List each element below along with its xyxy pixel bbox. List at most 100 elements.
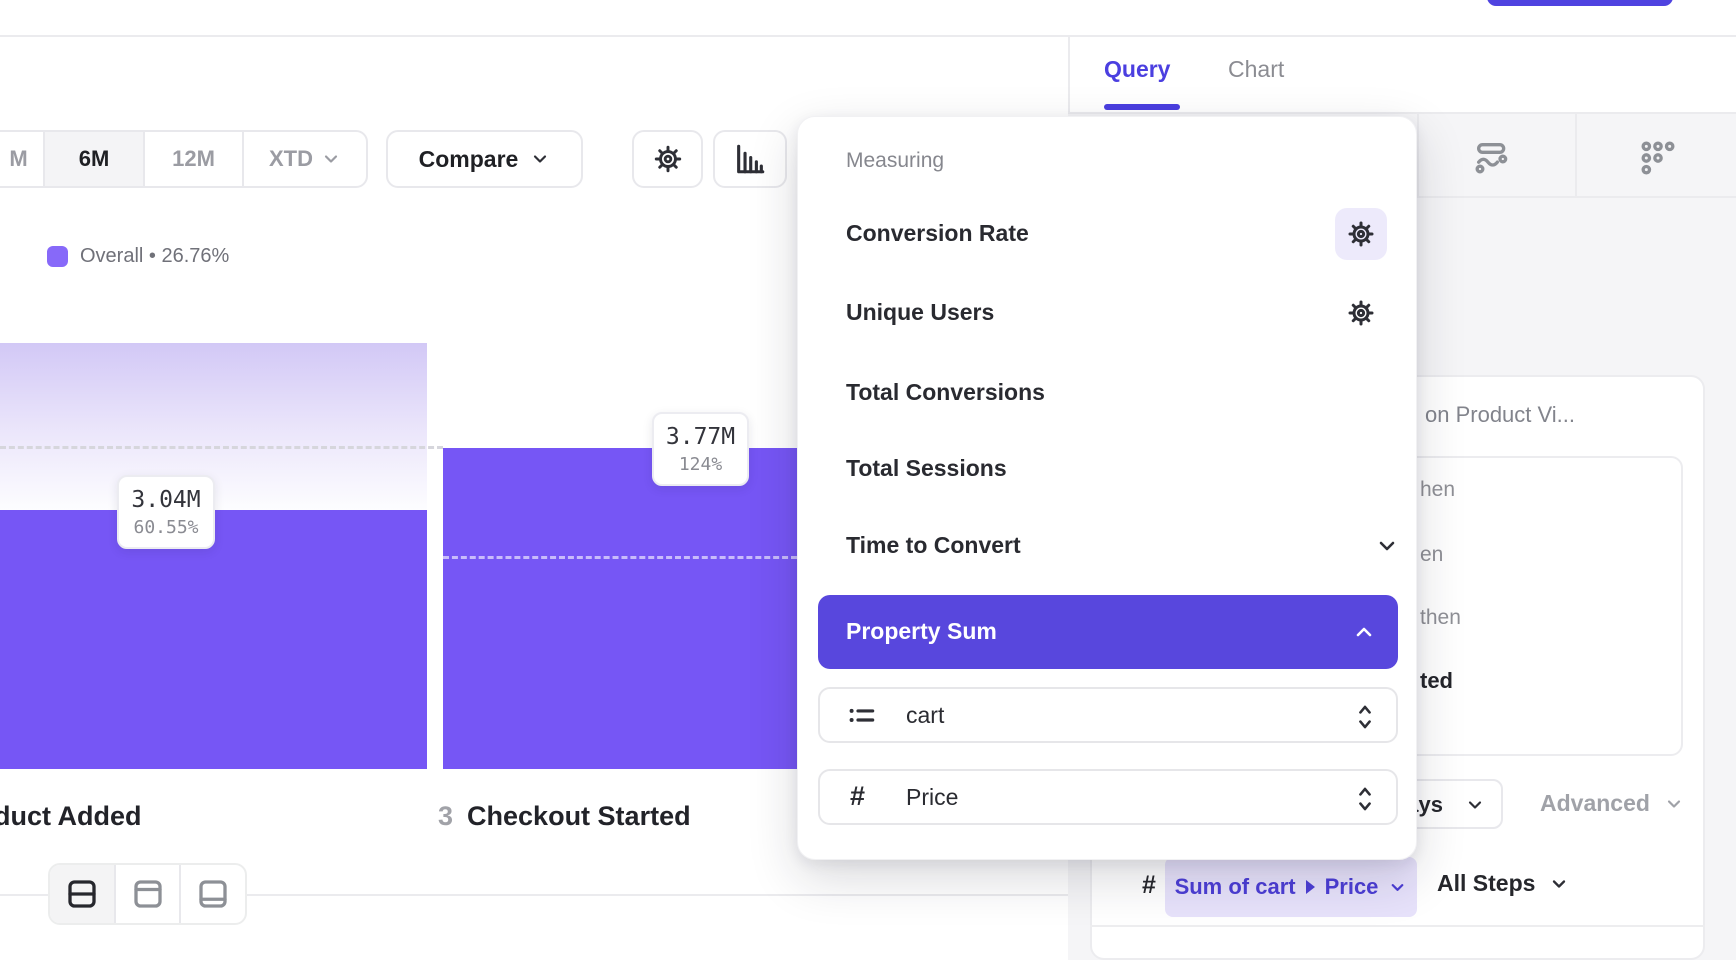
- menu-item-unique-users[interactable]: Unique Users: [846, 299, 995, 325]
- split-bottom-icon: [199, 880, 227, 908]
- right-region-left-border: [1068, 37, 1070, 112]
- chevron-down-icon: [1392, 883, 1404, 891]
- bar-value-tooltip-2: 3.77M 124%: [652, 412, 749, 486]
- unique-users-settings-button[interactable]: [1335, 287, 1387, 339]
- tab-chart[interactable]: Chart: [1228, 56, 1284, 83]
- all-steps-label: All Steps: [1437, 870, 1536, 896]
- split-row-icon: [68, 880, 96, 908]
- tab-query-label: Query: [1104, 56, 1171, 82]
- tab-query-underline: [1104, 104, 1180, 110]
- reference-dashed-line: [0, 446, 443, 449]
- layout-split-middle-button[interactable]: [50, 865, 114, 923]
- bar-2-value: 3.77M: [665, 424, 736, 450]
- bar-chart-icon: [737, 144, 765, 174]
- time-range-xtd[interactable]: XTD: [242, 132, 366, 186]
- compare-label: Compare: [418, 145, 519, 172]
- time-range-xtd-label: XTD: [269, 146, 313, 171]
- chevron-down-icon: [1667, 799, 1681, 808]
- sum-of-property-chip[interactable]: Sum of cart Price: [1165, 857, 1417, 917]
- menu-item-total-conversions[interactable]: Total Conversions: [846, 379, 1045, 405]
- step-row-partial-4: ted: [1420, 668, 1453, 693]
- query-builder-header: on Product Vi...: [1425, 402, 1576, 427]
- time-range-group: M 6M 12M XTD: [0, 130, 368, 188]
- legend: Overall • 26.76%: [47, 245, 229, 268]
- property-sum-label: Property Sum: [846, 618, 997, 644]
- compare-button[interactable]: Compare: [386, 130, 583, 188]
- legend-swatch: [47, 246, 68, 267]
- layout-split-bottom-button[interactable]: [179, 865, 245, 923]
- more-apps-button[interactable]: [1636, 136, 1680, 180]
- top-header: [0, 0, 1736, 37]
- tabbar-bottom-border: [1068, 112, 1736, 114]
- funnel-bar-checkout-started[interactable]: [443, 448, 797, 769]
- all-steps-button[interactable]: All Steps: [1437, 870, 1569, 897]
- menu-item-total-sessions[interactable]: Total Sessions: [846, 455, 1007, 481]
- flows-icon: [1475, 143, 1508, 174]
- tab-query[interactable]: Query: [1104, 56, 1170, 83]
- advanced-label: Advanced: [1540, 790, 1650, 816]
- step-row-partial-2: en: [1420, 543, 1444, 566]
- time-range-6m[interactable]: 6M: [43, 132, 143, 186]
- caret-right-icon: [1305, 880, 1315, 894]
- bottom-divider: [0, 894, 1068, 896]
- dots-grid-icon: [1641, 141, 1675, 175]
- property-select-field[interactable]: cart: [818, 687, 1398, 743]
- select-arrows-icon: [1359, 787, 1371, 811]
- icon-strip-divider-1: [1417, 114, 1419, 196]
- list-icon: [849, 708, 875, 722]
- tab-chart-label: Chart: [1228, 56, 1285, 82]
- step-label-product-added: duct Added: [0, 801, 142, 831]
- bar-2-pct: 124%: [678, 454, 723, 475]
- menu-item-conversion-rate[interactable]: Conversion Rate: [846, 220, 1029, 246]
- layout-split-top-button[interactable]: [113, 865, 180, 923]
- menu-item-time-to-convert[interactable]: Time to Convert: [846, 532, 1021, 558]
- conversion-rate-settings-button[interactable]: [1335, 208, 1387, 260]
- measuring-dropdown: Measuring Conversion Rate Unique Users T…: [797, 116, 1417, 860]
- split-top-icon: [133, 880, 162, 908]
- card-bottom-divider: [1090, 925, 1705, 927]
- chart-settings-button[interactable]: [632, 130, 703, 188]
- property-select-value: cart: [906, 702, 945, 728]
- sum-chip-label: Sum of cart: [1174, 874, 1296, 899]
- step-name: Checkout Started: [467, 801, 691, 831]
- measuring-title: Measuring: [846, 149, 945, 172]
- time-range-12m[interactable]: 12M: [143, 132, 242, 186]
- bar-1-pct: 60.55%: [133, 517, 199, 538]
- advanced-button[interactable]: Advanced: [1540, 790, 1684, 817]
- step-row-partial-1: hen: [1420, 478, 1456, 501]
- bar-value-tooltip-1: 3.04M 60.55%: [117, 475, 215, 549]
- chevron-up-icon: [1356, 627, 1372, 637]
- reference-dashed-line-on-bar: [443, 556, 797, 559]
- funnel-bar-product-added[interactable]: [0, 510, 427, 769]
- chevron-down-icon: [1468, 801, 1482, 809]
- time-range-6m-label: 6M: [78, 146, 110, 171]
- layout-toggle-group: [48, 863, 247, 925]
- chevron-down-icon: [324, 155, 338, 163]
- step-row-partial-3: then: [1420, 606, 1461, 629]
- bar-1-value: 3.04M: [131, 487, 201, 513]
- select-arrows-icon: [1359, 705, 1371, 729]
- legend-label: Overall • 26.76%: [80, 245, 230, 267]
- gear-icon: [1348, 300, 1374, 326]
- gear-icon: [1348, 221, 1374, 247]
- time-range-12m-label: 12M: [172, 146, 215, 171]
- chevron-down-icon[interactable]: [1375, 534, 1399, 558]
- chart-type-button[interactable]: [713, 130, 787, 188]
- numeric-property-value: Price: [906, 784, 959, 810]
- chevron-down-icon: [1553, 879, 1566, 888]
- sum-chip-property: Price: [1324, 874, 1379, 899]
- step-label-checkout-started: 3 Checkout Started: [438, 801, 691, 832]
- time-range-m-label: M: [9, 146, 28, 171]
- hash-icon: #: [850, 781, 866, 811]
- menu-item-property-sum-selected[interactable]: Property Sum: [818, 595, 1398, 669]
- flows-view-button[interactable]: [1470, 136, 1514, 180]
- icon-strip-divider-2: [1575, 114, 1577, 196]
- step-number: 3: [438, 801, 454, 831]
- time-range-m[interactable]: M: [0, 132, 43, 186]
- primary-action-button[interactable]: [1487, 0, 1673, 6]
- chevron-down-icon: [534, 155, 547, 163]
- gear-icon: [654, 145, 681, 173]
- numeric-property-field[interactable]: # Price: [818, 769, 1398, 825]
- measurement-type-symbol: #: [1142, 871, 1156, 899]
